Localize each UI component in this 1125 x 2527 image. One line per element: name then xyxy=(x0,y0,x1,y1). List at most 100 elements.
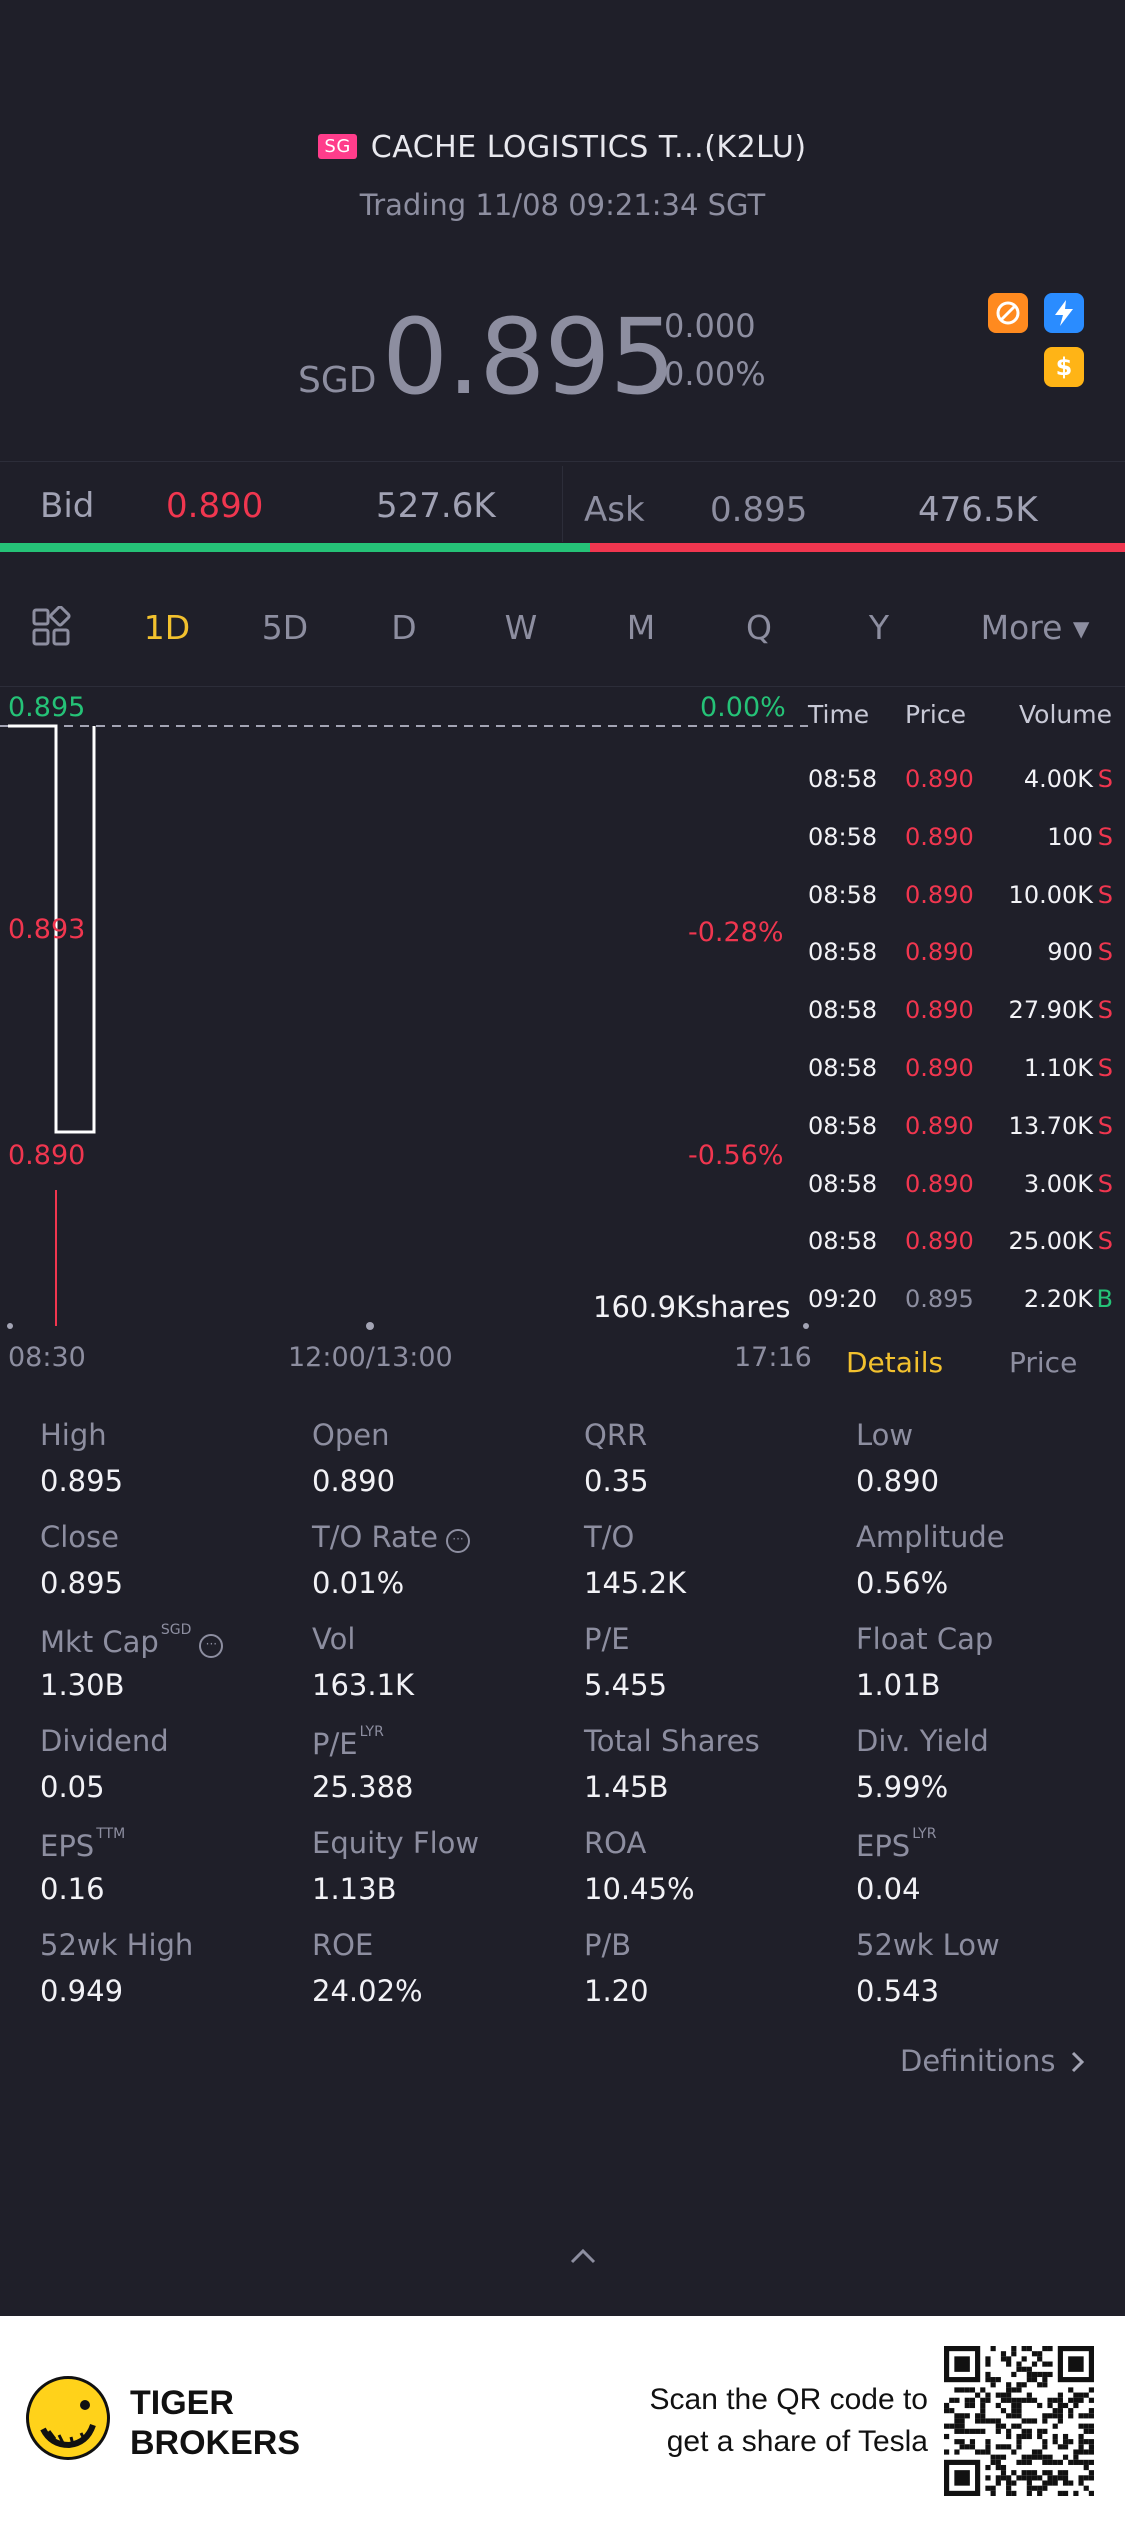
stat-label-text: P/B xyxy=(584,1928,632,1962)
trade-price: 0.895 xyxy=(905,1285,974,1314)
trade-price: 0.890 xyxy=(905,996,974,1025)
definitions-link[interactable]: Definitions xyxy=(900,2044,1087,2078)
stat-value: 145.2K xyxy=(584,1566,687,1600)
stat-value: 0.05 xyxy=(40,1770,105,1804)
stat-label: Total Shares xyxy=(584,1724,760,1758)
qr-code xyxy=(944,2346,1094,2496)
price-change: 0.000 xyxy=(664,307,756,345)
tab-period-0[interactable]: 1D xyxy=(143,608,191,647)
time-label-end: 17:16 xyxy=(734,1342,812,1373)
tab-price[interactable]: Price xyxy=(1009,1346,1078,1379)
stat-label: ROE xyxy=(312,1928,373,1962)
stat-label: P/E xyxy=(584,1622,630,1656)
stat-label-text: P/E xyxy=(312,1727,358,1761)
stat-label-text: ROA xyxy=(584,1826,647,1860)
stat-value: 0.35 xyxy=(584,1464,649,1498)
stat-label: ROA xyxy=(584,1826,646,1860)
ask-price: 0.895 xyxy=(710,490,808,530)
trade-row: 08:58 0.890 10.00K S xyxy=(0,881,1125,921)
flash-icon[interactable] xyxy=(1044,293,1084,333)
stat-label: High xyxy=(40,1418,107,1452)
stat-value: 25.388 xyxy=(312,1770,414,1804)
trade-header-volume: Volume xyxy=(1019,700,1112,729)
stat-label: T/O Rate ··· xyxy=(312,1520,471,1554)
trade-side: B xyxy=(1096,1285,1113,1314)
volume-label: 160.9Kshares xyxy=(593,1290,791,1324)
trade-time: 08:58 xyxy=(808,996,878,1025)
stat-value: 0.16 xyxy=(40,1872,105,1906)
trade-row: 08:58 0.890 1.10K S xyxy=(0,1054,1125,1094)
trade-side: S xyxy=(1097,996,1113,1025)
trade-price: 0.890 xyxy=(905,1227,974,1256)
tab-period-6[interactable]: Y xyxy=(868,608,890,647)
time-dot xyxy=(366,1322,374,1330)
stat-label: Close xyxy=(40,1520,119,1554)
tab-period-3[interactable]: W xyxy=(504,608,538,647)
stat-label: Mkt Cap SGD ··· xyxy=(40,1622,224,1659)
info-icon[interactable]: ··· xyxy=(446,1529,471,1553)
stat-label: Float Cap xyxy=(856,1622,993,1656)
y-label-high: 0.895 xyxy=(8,692,86,723)
trade-row: 08:58 0.890 25.00K S xyxy=(0,1227,1125,1267)
market-badge: SG xyxy=(318,134,357,159)
stat-label-sup: LYR xyxy=(912,1826,937,1842)
stat-label-text: Vol xyxy=(312,1622,356,1656)
stat-label-text: High xyxy=(40,1418,107,1452)
stat-value: 0.895 xyxy=(40,1464,124,1498)
tab-period-5[interactable]: Q xyxy=(746,608,772,647)
intraday-chart[interactable] xyxy=(0,690,810,1340)
time-label-start: 08:30 xyxy=(8,1342,86,1373)
time-dot xyxy=(7,1323,13,1329)
tab-period-2[interactable]: D xyxy=(391,608,417,647)
tab-period-7[interactable]: More ▾ xyxy=(980,608,1090,647)
stat-value: 0.949 xyxy=(40,1974,124,2008)
trade-price: 0.890 xyxy=(905,1169,974,1198)
stat-label-text: ROE xyxy=(312,1928,374,1962)
brand-name: TIGER xyxy=(130,2384,234,2422)
pct-label-low: -0.56% xyxy=(688,1140,784,1171)
promo-text: Scan the QR code to xyxy=(649,2383,929,2416)
tab-details[interactable]: Details xyxy=(846,1346,944,1379)
stat-value: 10.45% xyxy=(584,1872,695,1906)
stat-value: 0.01% xyxy=(312,1566,405,1600)
trade-time: 08:58 xyxy=(808,822,878,851)
stat-label-text: Open xyxy=(312,1418,390,1452)
trade-side: S xyxy=(1097,822,1113,851)
stat-label-text: Div. Yield xyxy=(856,1724,989,1758)
trade-side: S xyxy=(1097,880,1113,909)
definitions-label: Definitions xyxy=(900,2044,1056,2078)
trade-time: 08:58 xyxy=(808,1111,878,1140)
stat-label-sup: LYR xyxy=(359,1724,384,1740)
trade-row: 09:20 0.895 2.20K B xyxy=(0,1285,1125,1325)
stock-name: CACHE LOGISTICS T...(K2LU) xyxy=(370,130,807,165)
no-short-icon[interactable] xyxy=(988,293,1028,333)
stat-value: 0.543 xyxy=(856,1974,940,2008)
tab-period-4[interactable]: M xyxy=(626,608,656,647)
stat-value: 163.1K xyxy=(312,1668,415,1702)
last-price: 0.895 xyxy=(382,296,676,418)
trade-time: 08:58 xyxy=(808,1054,878,1082)
stat-label-text: Mkt Cap xyxy=(40,1625,159,1659)
bid-ratio-bar xyxy=(0,543,590,552)
stat-label: P/B xyxy=(584,1928,631,1962)
tab-period-1[interactable]: 5D xyxy=(261,608,309,647)
stat-label-text: Amplitude xyxy=(856,1520,1005,1554)
stat-value: 1.20 xyxy=(584,1974,649,2008)
y-label-mid: 0.893 xyxy=(8,914,86,945)
stat-label-text: 52wk High xyxy=(40,1928,194,1962)
trade-side: S xyxy=(1097,1227,1113,1256)
stat-label: T/O xyxy=(584,1520,634,1554)
dollar-icon[interactable]: $ xyxy=(1044,347,1084,387)
stat-value: 0.04 xyxy=(856,1872,921,1906)
trade-row: 08:58 0.890 13.70K S xyxy=(0,1112,1125,1152)
chevron-up-icon[interactable] xyxy=(568,2246,598,2266)
stat-label-text: EPS xyxy=(40,1829,95,1863)
trade-volume: 27.90K xyxy=(1008,996,1093,1025)
info-icon[interactable]: ··· xyxy=(199,1634,224,1658)
stat-label: 52wk High xyxy=(40,1928,193,1962)
trade-volume: 2.20K xyxy=(1023,1285,1093,1314)
chart-layout-icon[interactable] xyxy=(30,605,72,648)
stat-value: 0.890 xyxy=(312,1464,396,1498)
trade-price: 0.890 xyxy=(905,1111,974,1140)
stat-label-text: T/O xyxy=(584,1520,635,1554)
